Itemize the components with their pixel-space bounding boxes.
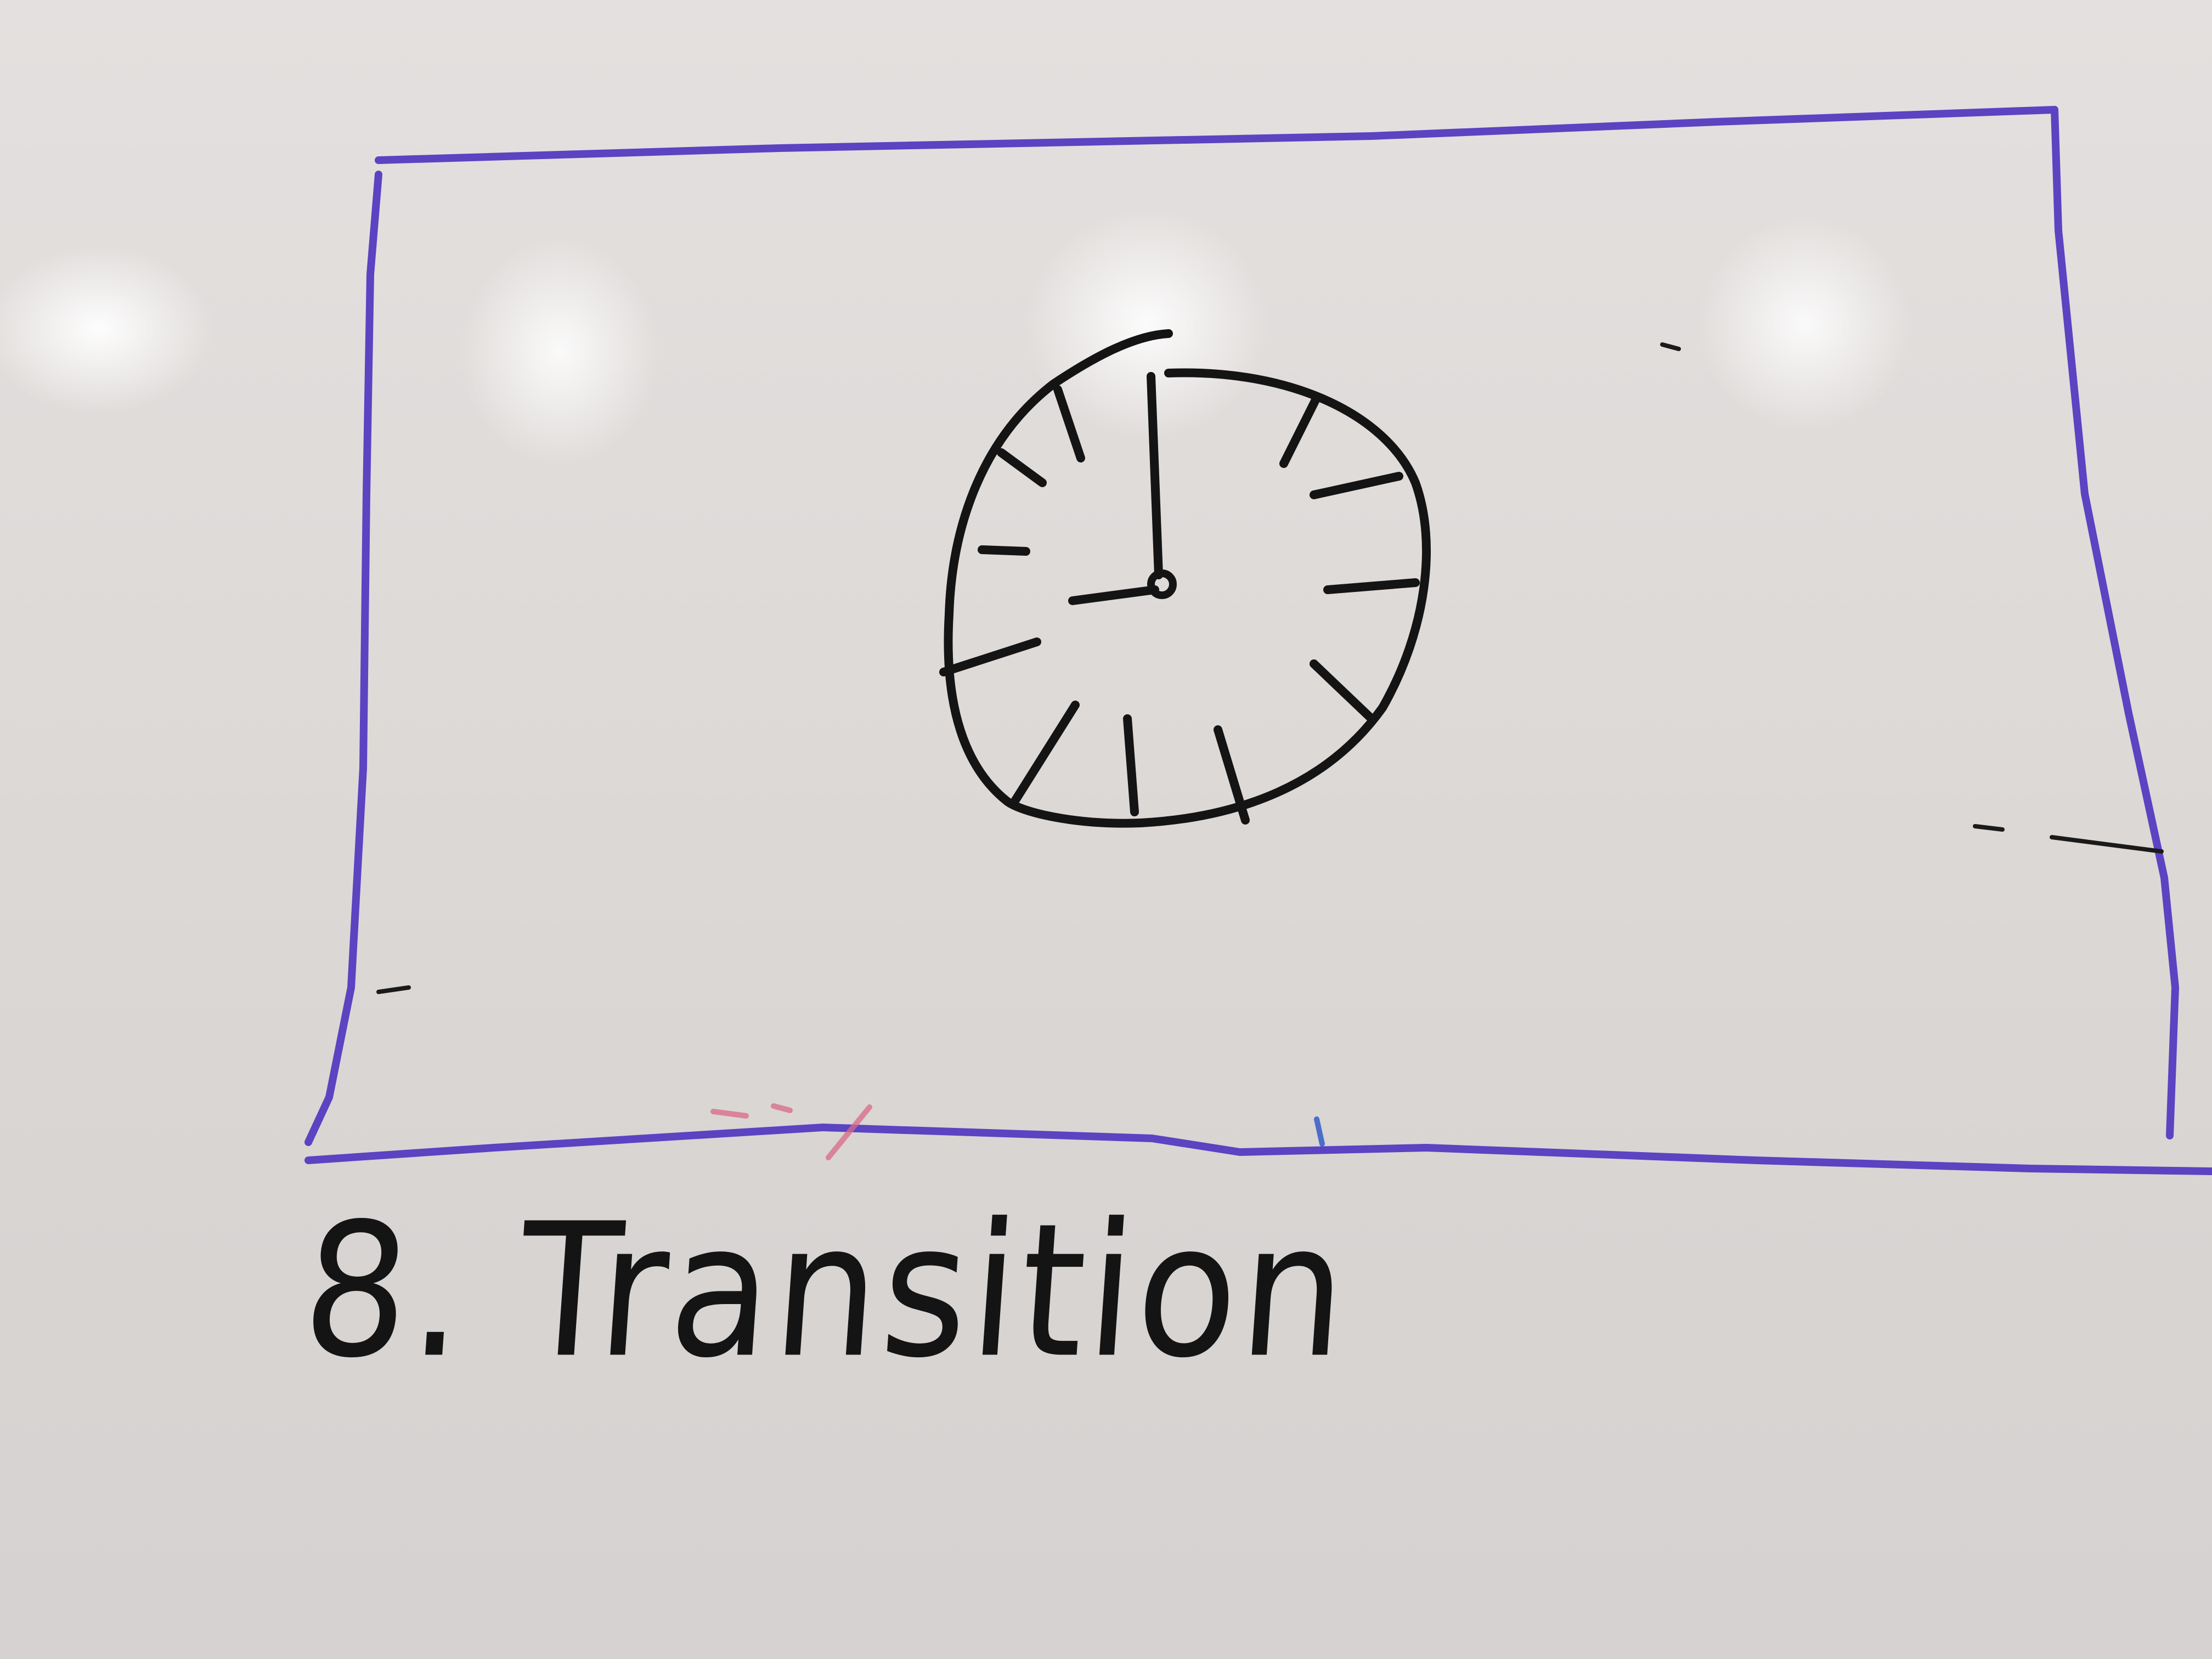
- clock-tick: [1279, 393, 1321, 468]
- frame-left-edge: [304, 171, 382, 1146]
- frame-right-edge: [2051, 106, 2179, 1139]
- clock-hour-hand: [1068, 585, 1159, 605]
- clock-tick: [1011, 701, 1080, 805]
- clock-icon: [939, 329, 1431, 828]
- caption: 8. Transition: [295, 1169, 1357, 1426]
- clock-tick: [978, 545, 1030, 556]
- clock-tick: [1053, 385, 1085, 462]
- clock-tick: [1123, 714, 1139, 816]
- clock-face: [944, 329, 1431, 828]
- caption-number: 8.: [296, 1184, 476, 1398]
- clock-center: [1147, 569, 1177, 599]
- clock-minute-hand: [1147, 372, 1163, 579]
- stray-marks: [376, 342, 2164, 994]
- clock-tick: [1310, 472, 1403, 499]
- stray-marks-pink: [710, 1103, 872, 1160]
- caption-title: Transition: [512, 1184, 1357, 1398]
- storyboard-frame: [304, 106, 2212, 1175]
- frame-top-edge: [375, 106, 2058, 164]
- clock-tick: [997, 448, 1047, 487]
- clock-tick: [939, 637, 1041, 676]
- clock-tick: [1214, 725, 1250, 825]
- stray-marks-blue: [1314, 1116, 1325, 1147]
- clock-tick: [1323, 578, 1420, 594]
- frame-bottom-edge: [304, 1124, 2212, 1175]
- clock-tick: [1310, 659, 1376, 723]
